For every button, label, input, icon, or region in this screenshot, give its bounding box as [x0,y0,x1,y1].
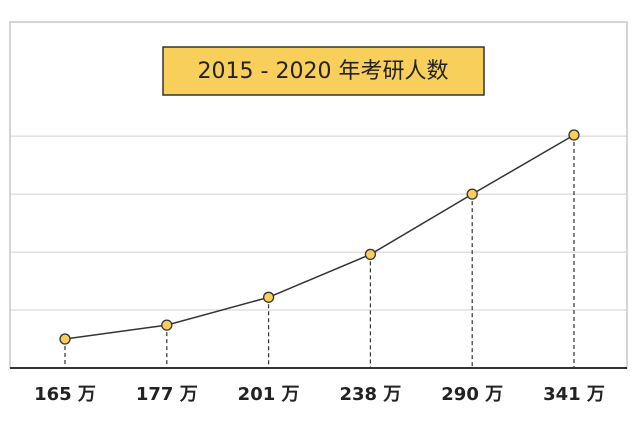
point [364,248,377,261]
point [161,319,173,331]
value-label: 201 万 [238,384,300,405]
point [568,129,580,141]
chart-title: 2015 - 2020 年考研人数 [198,59,449,84]
value-label: 177 万 [136,384,198,405]
line [64,134,575,340]
value-label: 238 万 [339,384,401,405]
point [59,333,71,345]
point [466,188,478,200]
value-label: 290 万 [441,384,503,405]
title-box [162,46,485,96]
point [262,291,275,303]
value-label: 165 万 [34,384,96,405]
value-label: 341 万 [543,384,605,405]
